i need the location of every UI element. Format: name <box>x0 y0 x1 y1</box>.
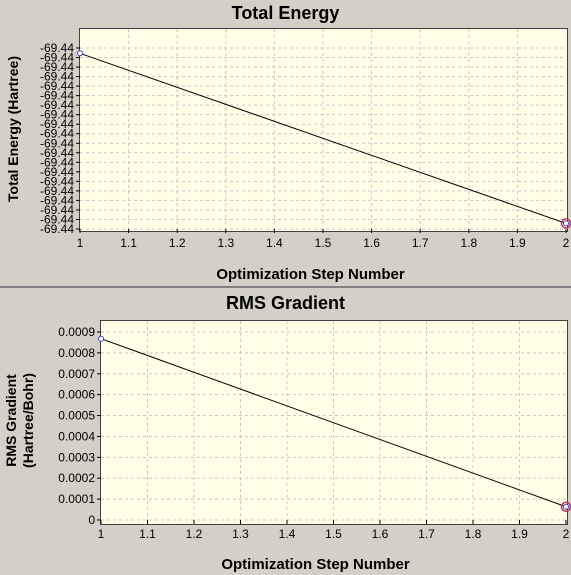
y-tick-label: -69.44 <box>40 155 74 169</box>
chart-title: Total Energy <box>231 3 340 23</box>
data-point <box>77 50 83 57</box>
series-line <box>79 52 567 224</box>
y-tick-label: -69.44 <box>40 117 74 131</box>
x-tick-label: 1.9 <box>509 236 526 250</box>
x-axis-label: Optimization Step Number <box>216 266 405 283</box>
panel-divider <box>0 286 571 288</box>
y-tick-label: -69.44 <box>40 127 74 141</box>
data-point <box>98 335 104 342</box>
y-tick-label: -69.44 <box>40 108 74 122</box>
y-tick-label: 0.0008 <box>58 346 95 360</box>
y-tick-label: -69.44 <box>40 222 74 236</box>
y-tick-label: 0.0005 <box>58 409 95 423</box>
x-tick-label: 1.2 <box>186 527 203 541</box>
chart-title: RMS Gradient <box>225 293 345 313</box>
x-tick-label: 1.6 <box>372 527 389 541</box>
y-axis-label: Total Energy (Hartree) <box>5 56 21 202</box>
x-tick-label: 1.8 <box>465 527 482 541</box>
x-tick-label: 1.6 <box>363 236 380 250</box>
y-axis-label: (Hartree/Bohr) <box>20 373 36 468</box>
x-tick-label: 1.1 <box>139 527 156 541</box>
y-tick-label: 0.0002 <box>58 471 95 485</box>
x-tick-label: 1 <box>98 527 105 541</box>
data-point <box>563 220 569 227</box>
series-line <box>100 338 567 508</box>
x-tick-label: 1.2 <box>169 236 186 250</box>
x-tick-label: 2 <box>563 527 570 541</box>
y-tick-label: -69.44 <box>40 70 74 84</box>
total-energy-panel: Total Energy -69.44 -69.44 -69.44 -69.44 -69… <box>0 0 571 287</box>
x-tick-label: 1.3 <box>232 527 249 541</box>
rms-gradient-panel: RMS Gradient 0 0.0001 0.0002 0.0003 0.0004 0.… <box>0 288 571 575</box>
y-tick-label: -69.44 <box>40 41 74 55</box>
data-point <box>563 503 569 510</box>
x-tick-label: 1.5 <box>315 236 332 250</box>
x-tick-label: 1.8 <box>460 236 477 250</box>
y-tick-label: 0.0007 <box>58 367 95 381</box>
x-tick-label: 1.7 <box>418 527 435 541</box>
y-tick-label: -69.44 <box>40 193 74 207</box>
y-tick-label: 0.0006 <box>58 388 95 402</box>
x-tick-label: 1.9 <box>511 527 528 541</box>
y-tick-label: -69.44 <box>40 146 74 160</box>
x-tick-label: 1.7 <box>412 236 429 250</box>
y-tick-label: -69.44 <box>40 203 74 217</box>
y-tick-label: -69.44 <box>40 98 74 112</box>
y-tick-label: 0.0003 <box>58 450 95 464</box>
x-tick-label: 1.4 <box>266 236 283 250</box>
x-tick-label: 1.4 <box>279 527 296 541</box>
y-tick-label: -69.44 <box>40 79 74 93</box>
y-tick-label: -69.44 <box>40 212 74 226</box>
y-tick-label: 0.0004 <box>58 429 95 443</box>
y-tick-label: 0.0001 <box>58 492 95 506</box>
y-tick-label: -69.44 <box>40 165 74 179</box>
x-tick-label: 1.3 <box>217 236 234 250</box>
y-tick-label: -69.44 <box>40 184 74 198</box>
rms-gradient-chart: 0 0.0001 0.0002 0.0003 0.0004 0.0005 0.0006 0.0… <box>3 321 571 541</box>
total-energy-chart: -69.44-69.44-69.44-69.44-69.44-69.44-69.… <box>5 29 571 250</box>
y-tick-label: 0.0009 <box>58 325 95 339</box>
x-tick-label: 1.5 <box>325 527 342 541</box>
x-tick-label: 2 <box>563 236 570 250</box>
y-tick-label: -69.44 <box>40 174 74 188</box>
y-tick-label: -69.44 <box>40 60 74 74</box>
y-tick-label: 0 <box>88 513 95 527</box>
y-tick-label: -69.44 <box>40 136 74 150</box>
x-tick-label: 1.1 <box>120 236 137 250</box>
x-axis-label: Optimization Step Number <box>221 556 410 573</box>
y-axis-label: RMS Gradient <box>3 374 19 467</box>
x-tick-label: 1 <box>77 236 84 250</box>
y-tick-label: -69.44 <box>40 51 74 65</box>
y-tick-label: -69.44 <box>40 89 74 103</box>
